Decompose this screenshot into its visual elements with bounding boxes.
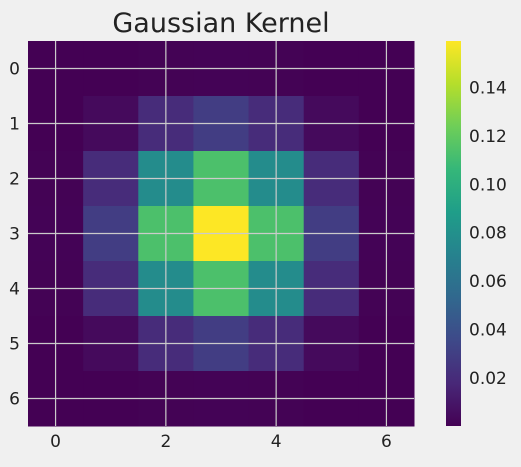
x-tick-label: 6 [381,432,392,452]
y-tick-label: 0 [9,60,20,80]
chart-title: Gaussian Kernel [112,8,329,39]
grid [28,41,414,426]
y-tick-label: 4 [9,280,20,300]
colorbar-tick-label: 0.12 [469,127,507,147]
x-tick-label: 4 [271,432,282,452]
colorbar-tick-label: 0.02 [469,369,507,389]
x-tick-label: 0 [50,432,61,452]
y-axis: 0 1 2 3 4 5 6 [9,60,20,410]
colorbar-tick-label: 0.06 [469,272,507,292]
colorbar-tick-label: 0.10 [469,175,507,195]
y-tick-label: 2 [9,170,20,190]
colorbar-tick-label: 0.04 [469,320,507,340]
colorbar-gradient [446,41,461,426]
colorbar-tick-label: 0.14 [469,78,507,98]
x-axis: 0 2 4 6 [50,432,392,452]
colorbar: 0.02 0.04 0.06 0.08 0.10 0.12 0.14 [446,41,507,426]
x-tick-label: 2 [160,432,171,452]
y-tick-label: 6 [9,390,20,410]
colorbar-tick-label: 0.08 [469,224,507,244]
y-tick-label: 1 [9,115,20,135]
y-tick-label: 5 [9,335,20,355]
y-tick-label: 3 [9,225,20,245]
